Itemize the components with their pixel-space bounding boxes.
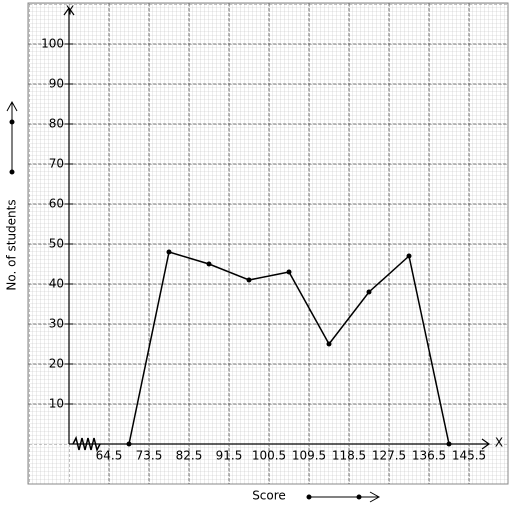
point [406, 253, 412, 259]
y-tick-label: 90 [49, 77, 64, 91]
decor-arrows [6, 100, 381, 503]
x-tick-label: 100.5 [252, 449, 286, 463]
x-tick-label: 91.5 [216, 449, 243, 463]
paper-border [27, 2, 509, 485]
y-tick-label: 50 [49, 237, 64, 251]
y-tick-label: 60 [49, 197, 64, 211]
x-axis-label: Score [252, 489, 286, 503]
point [126, 441, 132, 447]
x-tick-label: 64.5 [96, 449, 123, 463]
x-tick-label: 145.5 [452, 449, 486, 463]
y-tick-label: 30 [49, 317, 64, 331]
axes [63, 6, 491, 453]
point [166, 249, 172, 255]
x-tick-label: 127.5 [372, 449, 406, 463]
point [286, 269, 292, 275]
y-tick-label: 80 [49, 117, 64, 131]
y-tick-label: 70 [49, 157, 64, 171]
x-tick-label: 118.5 [332, 449, 366, 463]
x-tick-label: 73.5 [136, 449, 163, 463]
x-tick-label: 136.5 [412, 449, 446, 463]
point [446, 441, 452, 447]
x-axis-name: X [495, 436, 503, 450]
x-tick-label: 109.5 [292, 449, 326, 463]
x-tick-label: 82.5 [176, 449, 203, 463]
y-axis-name: Y [65, 4, 74, 18]
y-tick-label: 10 [49, 397, 64, 411]
point [206, 261, 212, 267]
point [326, 341, 332, 347]
y-axis-label: No. of students [5, 199, 19, 290]
y-tick-label: 20 [49, 357, 64, 371]
graph-paper-major [28, 3, 508, 484]
y-tick-label: 40 [49, 277, 64, 291]
point [246, 277, 252, 283]
y-tick-label: 100 [41, 37, 64, 51]
point [366, 289, 372, 295]
